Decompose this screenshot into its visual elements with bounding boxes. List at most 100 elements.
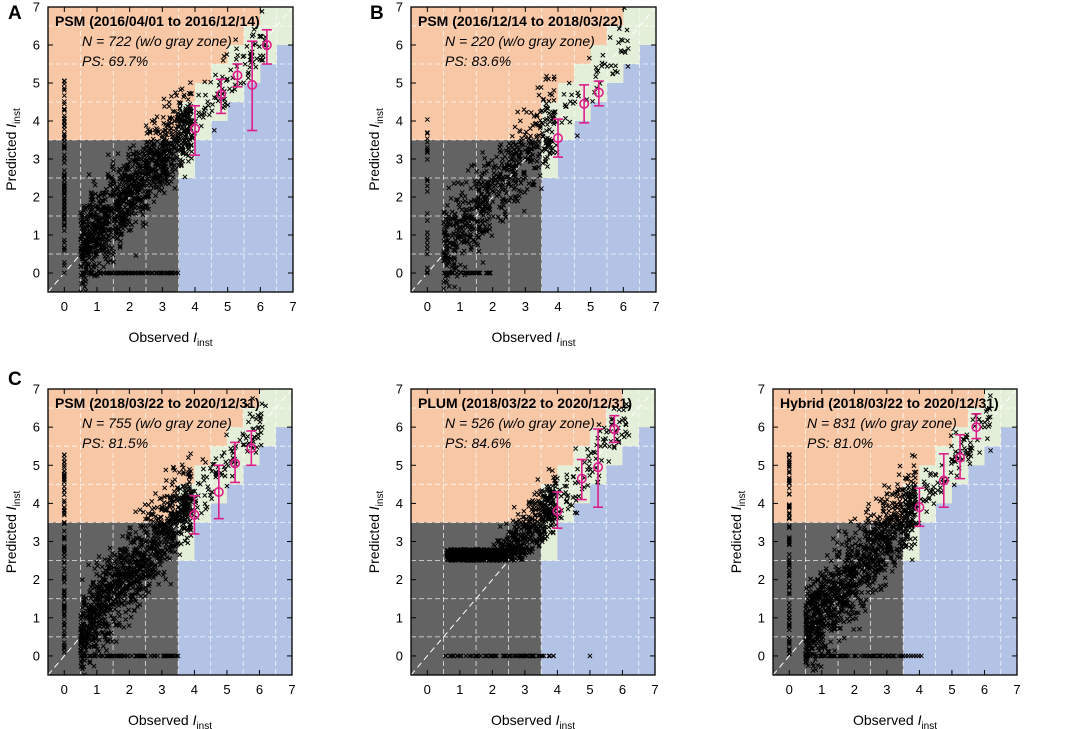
scatter-point xyxy=(604,429,609,435)
scatter-point xyxy=(145,176,151,182)
scatter-point xyxy=(153,157,159,163)
scatter-point xyxy=(511,186,517,192)
scatter-point xyxy=(255,435,261,441)
scatter-point xyxy=(537,653,543,659)
scatter-point xyxy=(509,144,515,150)
scatter-point xyxy=(564,477,570,483)
scatter-point xyxy=(142,585,148,591)
scatter-point xyxy=(143,221,149,227)
scatter-point xyxy=(576,93,581,99)
scatter-point xyxy=(61,78,67,84)
scatter-point xyxy=(539,508,544,514)
scatter-point xyxy=(106,237,112,243)
scatter-point xyxy=(522,535,527,541)
scatter-point xyxy=(143,148,149,154)
scatter-point xyxy=(488,176,494,182)
scatter-point xyxy=(512,124,518,130)
scatter-point xyxy=(107,637,113,642)
scatter-point xyxy=(547,488,553,494)
scatter-point xyxy=(61,593,67,599)
scatter-point xyxy=(494,154,500,160)
scatter-point xyxy=(85,219,91,225)
scatter-point xyxy=(179,462,185,468)
y-tick-label: 4 xyxy=(33,496,40,511)
scatter-point xyxy=(516,152,522,158)
scatter-point xyxy=(570,495,576,500)
scatter-point xyxy=(540,160,546,166)
scatter-point xyxy=(584,446,590,452)
scatter-point xyxy=(601,439,607,445)
y-tick-label: 1 xyxy=(396,610,403,625)
scatter-point xyxy=(200,114,206,120)
scatter-point xyxy=(224,51,230,57)
scatter-point xyxy=(161,137,167,143)
scatter-point xyxy=(224,76,230,82)
scatter-point xyxy=(170,142,176,148)
scatter-point xyxy=(108,230,114,235)
scatter-point xyxy=(61,512,67,518)
scatter-point xyxy=(95,235,101,241)
scatter-point xyxy=(189,507,195,513)
x-tick-label: 6 xyxy=(620,299,627,314)
scatter-point xyxy=(112,558,118,564)
scatter-point xyxy=(89,220,95,226)
scatter-point xyxy=(108,630,114,636)
scatter-point xyxy=(475,242,481,248)
scatter-point xyxy=(82,245,88,251)
scatter-point xyxy=(542,498,548,504)
scatter-point xyxy=(164,523,170,529)
scatter-point xyxy=(500,537,506,543)
scatter-point xyxy=(162,128,168,133)
scatter-point xyxy=(121,602,127,608)
scatter-point xyxy=(170,270,176,276)
scatter-point xyxy=(516,146,522,152)
y-axis-label: Predicted Iinst xyxy=(3,108,23,191)
scatter-point xyxy=(163,467,169,473)
scatter-point xyxy=(175,504,181,510)
scatter-point xyxy=(530,509,536,514)
scatter-point xyxy=(88,588,93,594)
scatter-point xyxy=(115,554,121,560)
scatter-point xyxy=(496,192,502,198)
scatter-point xyxy=(245,402,251,408)
scatter-point xyxy=(108,613,114,619)
scatter-point xyxy=(474,205,479,211)
scatter-point xyxy=(163,127,169,133)
scatter-point xyxy=(544,138,549,144)
scatter-point xyxy=(79,664,85,670)
scatter-point xyxy=(221,53,227,59)
scatter-point xyxy=(93,191,98,197)
performance-score-text: PS: 81.5% xyxy=(82,435,148,451)
scatter-point xyxy=(136,558,141,564)
scatter-point xyxy=(543,101,549,107)
scatter-point xyxy=(159,554,165,560)
scatter-point xyxy=(482,653,488,659)
scatter-point xyxy=(154,504,160,510)
scatter-point xyxy=(168,497,174,503)
scatter-point xyxy=(106,588,112,594)
scatter-point xyxy=(569,502,575,508)
scatter-point xyxy=(463,547,469,553)
scatter-point xyxy=(152,541,158,547)
scatter-markers xyxy=(61,8,270,292)
scatter-point xyxy=(424,218,430,223)
scatter-point xyxy=(506,163,512,169)
scatter-point xyxy=(478,174,484,180)
scatter-point xyxy=(137,580,143,586)
scatter-point xyxy=(453,226,459,232)
scatter-point xyxy=(258,33,263,39)
scatter-point xyxy=(468,185,474,191)
scatter-point xyxy=(546,653,552,659)
scatter-point xyxy=(611,406,617,411)
scatter-point xyxy=(132,196,138,202)
scatter-point xyxy=(119,231,125,237)
scatter-point xyxy=(107,215,112,221)
scatter-point xyxy=(118,167,124,173)
scatter-point xyxy=(474,653,480,659)
scatter-point xyxy=(523,129,529,135)
scatter-point xyxy=(536,138,542,144)
scatter-point xyxy=(454,244,460,249)
scatter-point xyxy=(188,142,194,148)
scatter-point xyxy=(145,511,151,517)
scatter-point xyxy=(122,166,128,172)
